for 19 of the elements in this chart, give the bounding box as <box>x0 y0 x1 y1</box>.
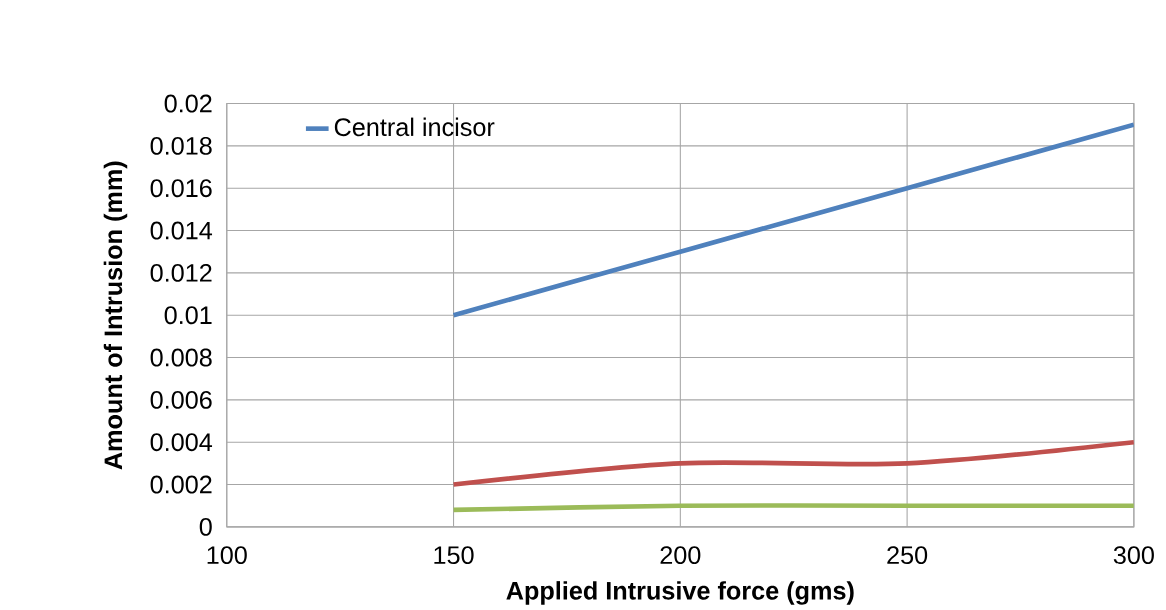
x-tick-label: 300 <box>1113 546 1154 565</box>
x-tick-label: 200 <box>660 546 701 565</box>
y-axis-title: Amount of Intrusion (mm) <box>103 161 128 470</box>
x-axis-title: Applied Intrusive force (gms) <box>506 581 854 605</box>
y-tick-label: 0.018 <box>150 136 212 155</box>
y-tick-label: 0.004 <box>150 433 213 452</box>
legend-label: Central incisor <box>334 117 495 137</box>
y-tick-label: 0.02 <box>164 94 212 113</box>
y-tick-label: 0.002 <box>150 475 212 494</box>
y-tick-label: 0 <box>199 517 212 536</box>
x-tick-label: 250 <box>887 546 928 565</box>
y-tick-label: 0.014 <box>150 221 213 240</box>
x-tick-label: 100 <box>207 546 247 565</box>
x-tick-label: 150 <box>434 546 474 565</box>
y-tick-label: 0.006 <box>150 390 212 409</box>
y-tick-label: 0.008 <box>150 348 212 367</box>
y-tick-label: 0.012 <box>150 263 212 282</box>
y-tick-label: 0.01 <box>164 306 212 325</box>
y-tick-label: 0.016 <box>150 179 212 198</box>
